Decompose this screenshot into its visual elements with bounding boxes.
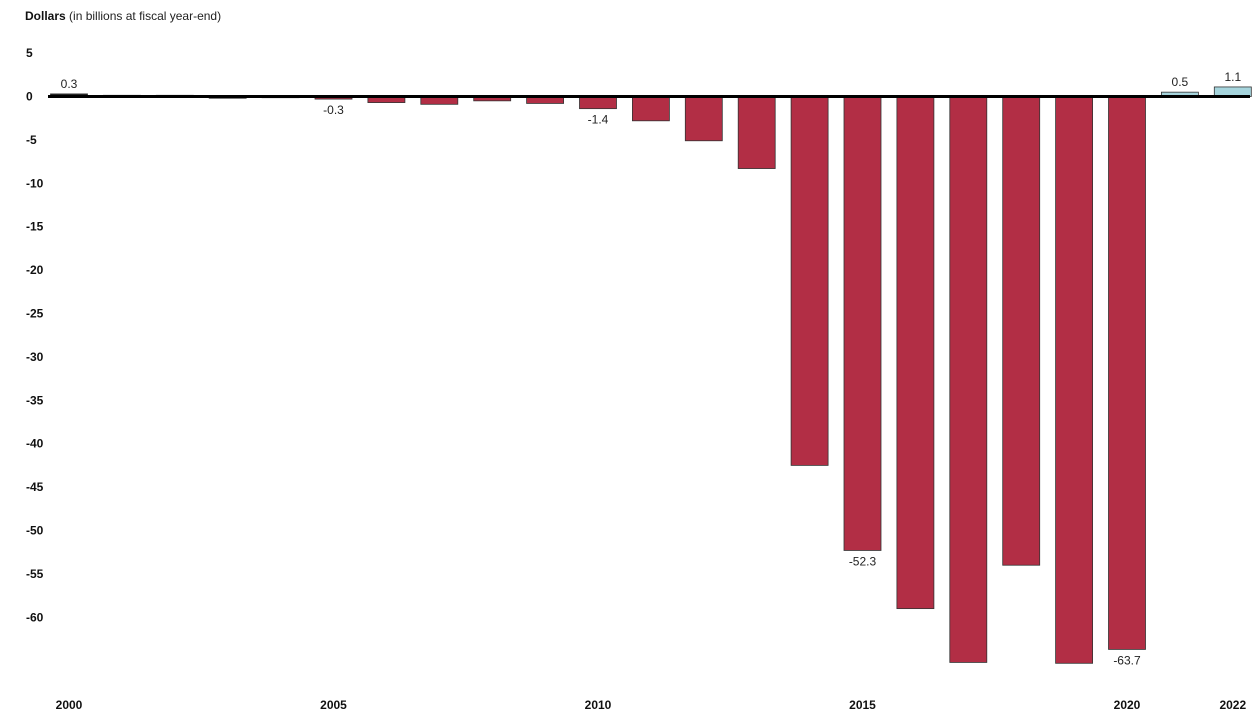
- y-tick-label: -25: [26, 307, 44, 321]
- bar-2017: [949, 96, 988, 663]
- x-tick-label: 2010: [585, 698, 612, 712]
- y-tick-label: -35: [26, 393, 44, 407]
- y-tick-label: -50: [26, 524, 44, 538]
- y-tick-label: -55: [26, 567, 44, 581]
- data-label-2022: 1.1: [1224, 70, 1241, 84]
- bar-2014: [790, 96, 829, 466]
- y-tick-label: -40: [26, 437, 44, 451]
- y-tick-label: 0: [26, 90, 33, 104]
- bar-2015: [843, 96, 882, 551]
- y-tick-label: -10: [26, 176, 44, 190]
- y-tick-label: 5: [26, 46, 33, 60]
- data-label-2020: -63.7: [1113, 653, 1141, 667]
- x-tick-label: 2015: [849, 698, 876, 712]
- bar-2013: [737, 96, 776, 169]
- data-label-2015: -52.3: [849, 554, 877, 568]
- bar-2016: [896, 96, 935, 610]
- x-tick-label: 2000: [56, 698, 83, 712]
- x-tick-label: 2020: [1114, 698, 1141, 712]
- bar-2018: [1002, 96, 1041, 566]
- y-tick-label: -20: [26, 263, 44, 277]
- y-tick-label: -60: [26, 610, 44, 624]
- y-tick-label: -5: [26, 133, 37, 147]
- bar-2011: [632, 96, 670, 122]
- data-label-2021: 0.5: [1172, 75, 1189, 89]
- y-axis-unit-note: (in billions at fiscal year-end): [69, 9, 222, 23]
- data-label-2000: 0.3: [61, 77, 78, 91]
- x-tick-label: 2005: [320, 698, 347, 712]
- bar-2020: [1108, 96, 1146, 650]
- chart-title: Dollars (in billions at fiscal year-end): [25, 9, 221, 23]
- x-tick-label: 2022: [1219, 698, 1246, 712]
- y-tick-label: -15: [26, 220, 44, 234]
- y-tick-label: -30: [26, 350, 44, 364]
- data-label-2010: -1.4: [588, 113, 609, 127]
- data-label-2005: -0.3: [323, 103, 344, 117]
- y-tick-label: -45: [26, 480, 44, 494]
- y-axis-label: Dollars: [25, 9, 66, 23]
- bar-2019: [1055, 96, 1093, 664]
- bar-2010: [579, 96, 617, 110]
- bar-2012: [684, 96, 723, 142]
